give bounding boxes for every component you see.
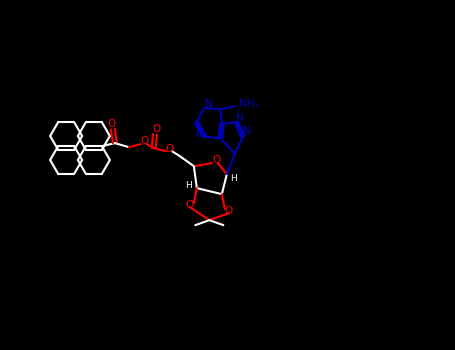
Text: O: O (153, 124, 161, 134)
Text: N: N (236, 113, 243, 123)
Text: NH₂: NH₂ (239, 99, 259, 109)
Text: O: O (166, 144, 174, 154)
Text: H: H (186, 181, 192, 190)
Text: O: O (141, 136, 149, 146)
Text: N: N (205, 99, 212, 109)
Text: H: H (231, 174, 237, 183)
Text: O: O (213, 155, 221, 165)
Text: N: N (243, 126, 251, 135)
Text: O: O (225, 206, 233, 216)
Text: O: O (108, 119, 116, 129)
Text: O: O (186, 200, 194, 210)
Text: N: N (196, 128, 203, 139)
